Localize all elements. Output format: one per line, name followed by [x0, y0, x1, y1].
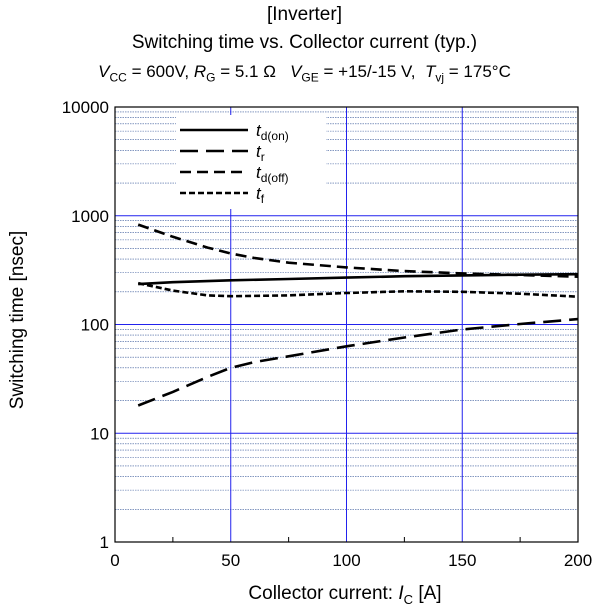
grid — [115, 107, 578, 542]
y-tick-label: 10000 — [62, 98, 109, 117]
series-line-r — [137, 317, 579, 407]
legend-label: tr — [256, 142, 265, 164]
tick-labels: 1 10 100 1000 10000 0 50 100 150 200 — [62, 98, 592, 570]
x-axis-label-symbol: I — [398, 583, 404, 604]
y-tick-label: 10 — [90, 424, 109, 443]
x-tick-label: 100 — [332, 551, 360, 570]
series-line-f — [137, 281, 579, 298]
rg-symbol: R — [193, 62, 207, 81]
vge-subscript: GE — [301, 70, 319, 85]
plot-frame — [114, 106, 579, 543]
series-line-d(on) — [138, 272, 579, 286]
chart-title: [Inverter] — [267, 4, 342, 25]
x-tick-label: 150 — [448, 551, 476, 570]
rg-value: = 5.1 Ω — [220, 62, 276, 81]
vcc-value: = 600V, — [131, 62, 190, 81]
y-axis-label: Switching time [nsec] — [7, 230, 28, 410]
tvj-symbol: T — [424, 62, 436, 81]
vge-symbol: V — [290, 62, 302, 81]
test-conditions: VCC = 600V, RG = 5.1 Ω VGE = +15/-15 V, … — [0, 61, 609, 88]
series-lines — [137, 223, 579, 407]
x-tick-label: 50 — [221, 551, 240, 570]
x-axis-label-text: Collector current: — [248, 583, 399, 604]
chart-subtitle: Switching time vs. Collector current (ty… — [131, 32, 478, 53]
vcc-symbol: V — [98, 62, 110, 81]
tvj-value: = 175°C — [448, 62, 511, 81]
legend-label: td(off) — [256, 163, 289, 185]
x-axis-label-unit: [A] — [413, 583, 442, 604]
legend-label: td(on) — [256, 121, 289, 143]
x-axis-label: Collector current: IC [A] — [0, 583, 609, 607]
y-tick-label: 1 — [100, 533, 109, 552]
legend-label: tf — [256, 184, 265, 206]
x-axis-label-subscript: C — [403, 591, 414, 607]
x-tick-label: 0 — [110, 551, 119, 570]
x-tick-label: 200 — [564, 551, 592, 570]
y-tick-label: 1000 — [71, 207, 109, 226]
vcc-subscript: CC — [109, 70, 127, 85]
y-tick-label: 100 — [81, 316, 109, 335]
series-line-d(off) — [137, 223, 579, 278]
vge-value: = +15/-15 V, — [323, 62, 416, 81]
rg-subscript: G — [206, 70, 216, 85]
tvj-subscript: vj — [435, 70, 445, 85]
